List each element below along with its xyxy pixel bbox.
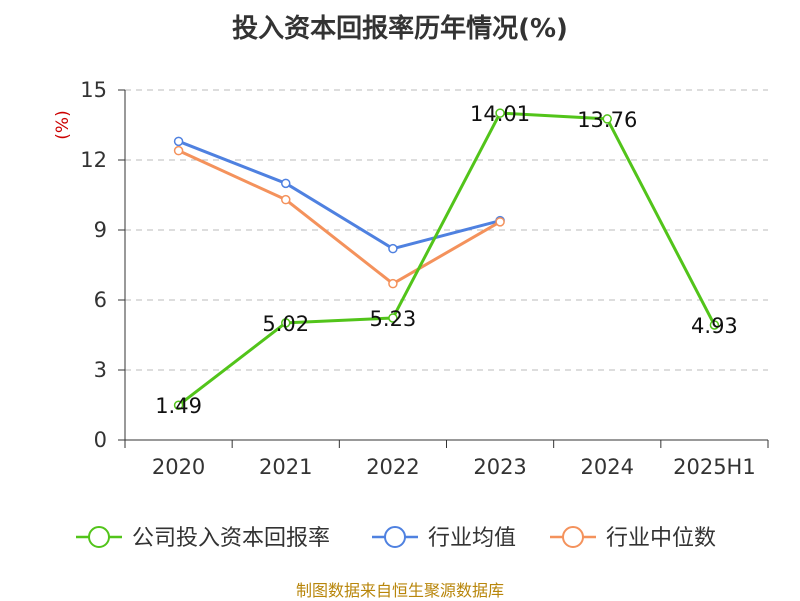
x-tick-label: 2020 <box>152 455 205 479</box>
data-label: 5.23 <box>370 307 417 331</box>
y-tick-label: 3 <box>94 358 107 382</box>
series-line <box>178 139 501 251</box>
source-note: 制图数据来自恒生聚源数据库 <box>295 581 504 600</box>
data-label: 1.49 <box>155 394 202 418</box>
legend-label[interactable]: 行业中位数 <box>606 526 716 551</box>
y-tick-label: 0 <box>94 428 107 452</box>
data-point <box>173 400 184 410</box>
data-label: 5.02 <box>262 312 309 336</box>
data-point <box>173 136 184 147</box>
data-point <box>281 318 291 328</box>
x-tick-label: 2021 <box>259 455 312 479</box>
data-point <box>388 313 398 323</box>
data-label: 13.76 <box>577 108 637 132</box>
legend-marker <box>384 526 406 548</box>
legend-marker <box>88 526 110 548</box>
data-point <box>709 320 720 330</box>
y-tick-label: 6 <box>94 288 107 312</box>
y-tick-label: 12 <box>80 148 107 172</box>
data-label: 4.93 <box>691 314 738 338</box>
series-line <box>177 149 501 286</box>
data-point <box>281 194 291 205</box>
x-tick-label: 2022 <box>366 455 419 479</box>
x-tick-label: 2025H1 <box>673 455 756 479</box>
chart-title: 投入资本回报率历年情况(%) <box>232 14 568 44</box>
legend-marker <box>562 526 584 548</box>
legend-label[interactable]: 公司投入资本回报率 <box>132 526 330 551</box>
y-axis-unit: (%) <box>53 110 73 139</box>
data-point <box>495 217 505 227</box>
data-point <box>495 108 505 118</box>
series-line <box>177 111 716 407</box>
data-label: 14.01 <box>470 102 530 126</box>
y-tick-label: 15 <box>80 78 107 102</box>
data-point <box>173 145 184 156</box>
data-point <box>388 243 398 254</box>
x-tick-label: 2024 <box>581 455 634 479</box>
data-point <box>602 114 612 124</box>
data-point <box>388 278 398 289</box>
x-tick-label: 2023 <box>473 455 526 479</box>
data-point <box>281 178 291 189</box>
legend-label[interactable]: 行业均值 <box>428 526 516 551</box>
y-tick-label: 9 <box>94 218 107 242</box>
